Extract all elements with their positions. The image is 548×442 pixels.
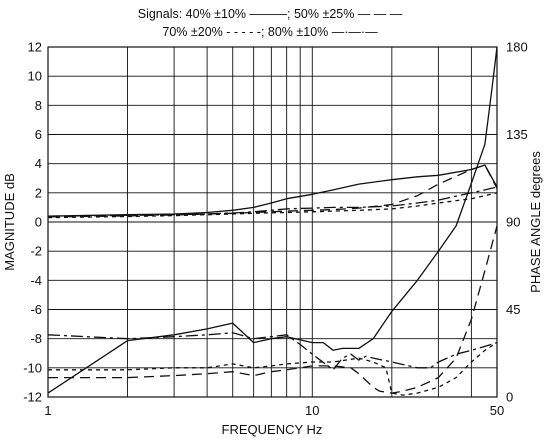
y-tick-label-left: 6 [35, 127, 42, 142]
y-tick-label-left: 4 [35, 156, 42, 171]
series-40-phase-line [47, 46, 498, 394]
x-tick-label: 50 [490, 403, 504, 418]
series-50-magnitude-line [47, 164, 498, 218]
legend-line-1: Signals: 40% ±10% ———; 50% ±25% — — — [138, 7, 403, 21]
y-tick-label-left: -12 [23, 390, 42, 405]
series-layer [47, 46, 498, 396]
y-axis-label-right: PHASE ANGLE degrees [528, 151, 543, 293]
y-tick-label-right: 90 [506, 215, 520, 230]
legend-line-2: 70% ±20% - - - - -; 80% ±10% —·—·— [162, 25, 378, 39]
y-tick-label-left: 8 [35, 98, 42, 113]
y-tick-label-left: -2 [30, 244, 42, 259]
y-tick-label-left: 0 [35, 215, 42, 230]
y-tick-label-right: 135 [506, 127, 528, 142]
series-50-phase-line [48, 225, 498, 394]
y-tick-label-left: 12 [28, 40, 42, 55]
x-tick-label: 10 [305, 403, 319, 418]
y-tick-label-right: 0 [506, 390, 513, 405]
y-tick-label-left: -4 [30, 273, 42, 288]
series-70-magnitude-line [47, 192, 498, 219]
y-tick-label-right: 45 [506, 302, 520, 317]
tick-layer: 1 10 50 12 10 8 6 4 2 0 -2 -4 -6 -8 -10 -12 180 135 90 45 0 [23, 40, 528, 419]
grid-layer [47, 46, 498, 398]
y-axis-label-left: MAGNITUDE dB [2, 173, 17, 271]
plot-frame [47, 46, 498, 398]
y-tick-label-left: -8 [30, 331, 42, 346]
x-tick-label: 1 [44, 403, 51, 418]
y-tick-label-right: 180 [506, 40, 528, 55]
series-80-magnitude-line [47, 186, 498, 217]
y-tick-label-left: 2 [35, 185, 42, 200]
x-axis-label: FREQUENCY Hz [222, 422, 323, 437]
series-40-magnitude-line [47, 164, 498, 217]
y-tick-label-left: -10 [23, 360, 42, 375]
y-tick-label-left: 10 [28, 69, 42, 84]
legend: Signals: 40% ±10% ———; 50% ±25% — — — 70… [138, 7, 403, 39]
series-80-phase-line [47, 332, 498, 371]
series-70-phase-line [48, 342, 498, 396]
y-tick-label-left: -6 [30, 302, 42, 317]
